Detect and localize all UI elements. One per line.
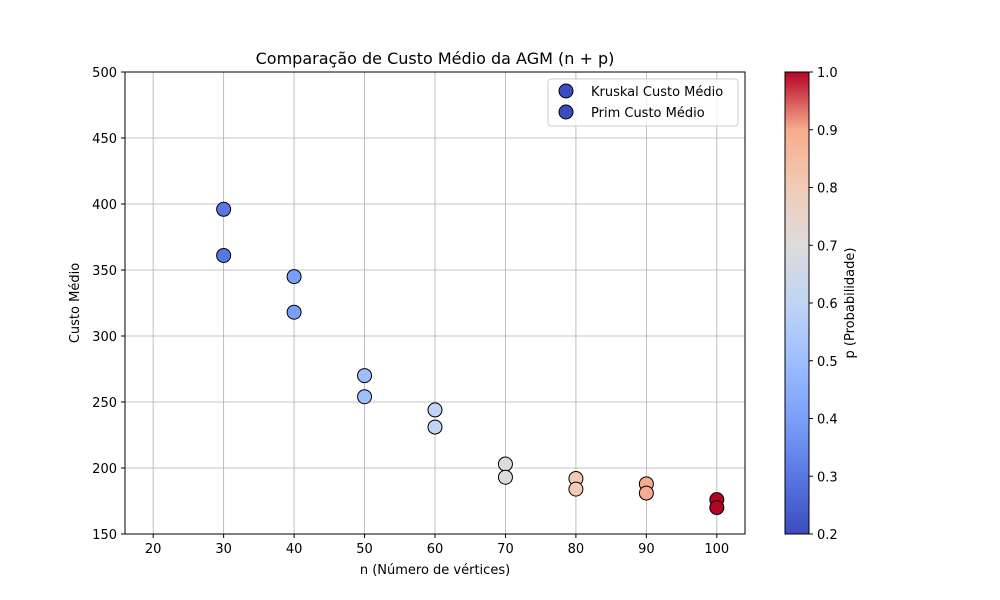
colorbar-gradient xyxy=(784,71,810,535)
x-tick-label: 40 xyxy=(286,542,303,557)
legend-marker-prim xyxy=(558,104,574,120)
kruskal-point xyxy=(357,368,373,384)
y-tick-label: 250 xyxy=(92,396,117,411)
kruskal-point xyxy=(427,402,443,418)
y-axis-label: Custo Médio xyxy=(68,263,83,343)
prim-point xyxy=(357,389,373,405)
x-tick-label: 20 xyxy=(145,542,162,557)
prim-point xyxy=(709,500,725,516)
kruskal-point xyxy=(216,201,232,217)
prim-point xyxy=(638,485,654,501)
kruskal-point xyxy=(286,269,302,285)
x-tick-label: 90 xyxy=(638,542,655,557)
chart-title: Comparação de Custo Médio da AGM (n + p) xyxy=(256,49,615,68)
y-tick-label: 500 xyxy=(92,66,117,81)
plot-frame xyxy=(124,71,746,535)
kruskal-point xyxy=(497,456,513,472)
y-tick-label: 450 xyxy=(92,132,117,147)
data-points xyxy=(216,201,725,516)
legend-label-prim: Prim Custo Médio xyxy=(591,106,705,121)
x-tick-label: 60 xyxy=(427,542,444,557)
colorbar-tick-label: 0.8 xyxy=(817,182,838,197)
prim-point xyxy=(497,469,513,485)
colorbar-tick-label: 0.5 xyxy=(817,355,838,370)
prim-point xyxy=(427,419,443,435)
prim-point xyxy=(286,304,302,320)
x-tick-label: 70 xyxy=(497,542,514,557)
colorbar-tick-label: 0.2 xyxy=(817,528,838,543)
legend-marker-kruskal xyxy=(558,83,574,99)
x-axis-ticks: 20 30 40 50 60 70 80 90 100 xyxy=(145,534,729,557)
legend-box xyxy=(547,78,739,127)
colorbar-tick-label: 1.0 xyxy=(817,66,838,81)
grid-lines xyxy=(125,71,745,535)
colorbar-tick-label: 0.7 xyxy=(817,239,838,254)
y-tick-label: 150 xyxy=(92,528,117,543)
colorbar-label: p (Probabilidade) xyxy=(843,248,858,359)
x-tick-label: 50 xyxy=(356,542,373,557)
colorbar-ticks: 0.2 0.3 0.4 0.5 0.6 0.7 0.8 0.9 1.0 xyxy=(809,66,838,543)
y-tick-label: 400 xyxy=(92,198,117,213)
prim-point xyxy=(216,247,232,263)
colorbar-tick-label: 0.9 xyxy=(817,124,838,139)
x-tick-label: 30 xyxy=(215,542,232,557)
y-axis-ticks: 150 200 250 300 350 400 450 500 xyxy=(92,66,125,543)
x-tick-label: 80 xyxy=(568,542,585,557)
legend: Kruskal Custo Médio Prim Custo Médio xyxy=(547,78,739,127)
y-tick-label: 200 xyxy=(92,462,117,477)
prim-point xyxy=(568,481,584,497)
colorbar: 0.2 0.3 0.4 0.5 0.6 0.7 0.8 0.9 1.0 p (Probabili… xyxy=(784,66,858,543)
legend-label-kruskal: Kruskal Custo Médio xyxy=(591,85,723,100)
colorbar-tick-label: 0.6 xyxy=(817,297,838,312)
x-axis-label: n (Número de vértices) xyxy=(360,563,510,578)
colorbar-tick-label: 0.4 xyxy=(817,413,838,428)
y-tick-label: 350 xyxy=(92,264,117,279)
x-tick-label: 100 xyxy=(704,542,729,557)
y-tick-label: 300 xyxy=(92,330,117,345)
colorbar-tick-label: 0.3 xyxy=(817,470,838,485)
